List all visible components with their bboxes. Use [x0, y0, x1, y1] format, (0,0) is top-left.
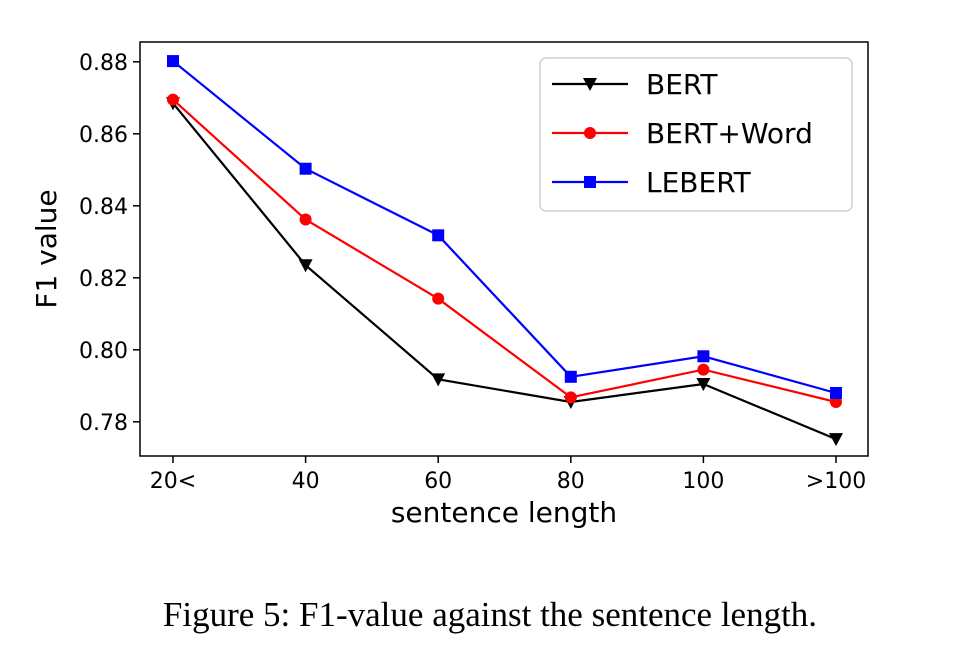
x-tick-label: 20< — [150, 469, 196, 494]
legend: BERT BERT+Word LEBERT — [539, 57, 853, 212]
x-axis-title: sentence length — [391, 496, 617, 529]
legend-marker — [583, 78, 597, 91]
data-point — [431, 373, 446, 387]
line-chart: 20< 40 60 80 100 >100 0.78 0.80 0.82 0.84 0.86 0.88… — [30, 41, 869, 529]
data-point — [432, 292, 445, 305]
data-point — [696, 378, 711, 391]
y-tick-label: 0.86 — [79, 123, 128, 148]
y-tick-label: 0.84 — [79, 195, 128, 220]
y-axis-title: F1 value — [30, 189, 63, 308]
data-point — [697, 363, 710, 376]
plot-frame — [139, 41, 869, 457]
data-point — [299, 213, 312, 226]
x-tick-label: 100 — [682, 469, 724, 494]
data-point — [697, 350, 710, 363]
legend-label: BERT — [646, 68, 718, 101]
x-tick-label: 80 — [557, 469, 585, 494]
data-point — [298, 259, 313, 273]
data-point — [564, 391, 577, 404]
data-point — [830, 387, 842, 399]
series-line — [172, 102, 837, 441]
legend-marker — [584, 176, 596, 188]
legend-marker — [584, 127, 596, 139]
data-point — [299, 162, 312, 175]
legend-label: LEBERT — [646, 166, 752, 199]
y-tick-label: 0.82 — [79, 267, 128, 292]
y-tick-label: 0.88 — [79, 51, 128, 76]
data-point — [167, 93, 179, 106]
series-line — [172, 98, 837, 404]
x-tick-label: 60 — [424, 469, 452, 494]
plot-area — [166, 55, 843, 447]
y-tick-label: 0.78 — [79, 411, 128, 436]
legend-label: BERT+Word — [646, 117, 813, 150]
x-tick-label: 40 — [292, 469, 320, 494]
data-point — [564, 370, 577, 383]
data-point — [829, 433, 843, 447]
series-line — [172, 60, 837, 395]
legend-frame — [539, 57, 853, 212]
axis-ticks: 20< 40 60 80 100 >100 0.78 0.80 0.82 0.84 0.86 0.88 — [79, 51, 866, 494]
figure-caption: Figure 5: F1-value against the sentence … — [162, 595, 818, 634]
data-point — [167, 55, 179, 68]
x-tick-label: >100 — [806, 469, 866, 494]
data-point — [432, 229, 445, 242]
y-tick-label: 0.80 — [79, 339, 128, 364]
